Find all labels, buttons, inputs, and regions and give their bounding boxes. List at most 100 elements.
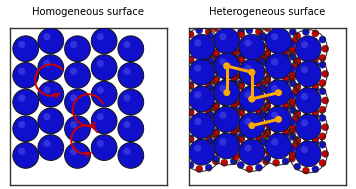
Circle shape (221, 159, 228, 166)
Circle shape (212, 129, 219, 136)
Circle shape (124, 94, 131, 101)
Circle shape (196, 166, 203, 173)
Circle shape (273, 106, 279, 113)
Circle shape (43, 113, 51, 120)
Circle shape (294, 110, 301, 117)
Circle shape (303, 167, 309, 174)
Circle shape (319, 61, 326, 68)
Circle shape (256, 133, 262, 140)
Circle shape (312, 108, 319, 115)
Circle shape (289, 72, 296, 79)
Circle shape (182, 144, 189, 151)
Circle shape (237, 53, 245, 60)
Circle shape (246, 132, 253, 139)
Circle shape (266, 28, 291, 54)
Circle shape (189, 59, 215, 85)
Circle shape (212, 50, 219, 57)
Circle shape (70, 68, 77, 75)
Circle shape (282, 101, 289, 107)
Circle shape (240, 89, 247, 96)
Circle shape (230, 101, 237, 107)
Circle shape (196, 105, 203, 112)
Circle shape (43, 87, 51, 94)
Circle shape (212, 76, 219, 83)
Circle shape (239, 86, 265, 112)
Circle shape (215, 122, 222, 129)
Circle shape (124, 41, 131, 48)
Circle shape (303, 140, 309, 147)
Circle shape (118, 89, 144, 115)
Circle shape (232, 91, 239, 98)
Circle shape (273, 99, 279, 106)
Circle shape (212, 102, 219, 109)
Circle shape (232, 154, 239, 160)
Circle shape (196, 79, 203, 86)
Circle shape (237, 108, 244, 115)
Circle shape (213, 86, 219, 93)
Circle shape (232, 39, 239, 46)
Circle shape (256, 107, 262, 114)
Circle shape (70, 148, 77, 155)
Circle shape (239, 139, 265, 165)
Circle shape (294, 138, 301, 145)
Circle shape (237, 57, 244, 64)
Circle shape (223, 63, 230, 69)
Circle shape (294, 111, 301, 118)
Circle shape (292, 89, 299, 96)
Circle shape (271, 138, 278, 146)
Circle shape (196, 132, 203, 139)
Circle shape (212, 50, 219, 57)
Circle shape (237, 135, 244, 142)
Circle shape (237, 83, 244, 90)
Circle shape (219, 85, 226, 92)
Circle shape (273, 159, 279, 166)
Circle shape (65, 143, 90, 168)
Circle shape (263, 78, 269, 85)
Circle shape (263, 53, 269, 60)
Circle shape (118, 143, 144, 168)
Circle shape (263, 60, 269, 67)
Circle shape (275, 89, 282, 96)
Circle shape (292, 143, 299, 149)
Circle shape (189, 34, 215, 60)
Circle shape (294, 33, 301, 39)
Circle shape (212, 103, 219, 110)
Circle shape (271, 33, 278, 40)
Circle shape (282, 127, 289, 134)
Circle shape (207, 84, 214, 91)
Circle shape (237, 125, 245, 132)
Circle shape (319, 36, 326, 43)
Circle shape (207, 58, 214, 65)
Circle shape (38, 135, 64, 160)
Circle shape (237, 28, 245, 35)
Circle shape (232, 144, 239, 151)
Circle shape (97, 113, 104, 120)
Circle shape (187, 83, 194, 90)
Circle shape (248, 69, 255, 76)
Circle shape (187, 56, 194, 63)
Circle shape (263, 158, 269, 165)
Circle shape (97, 140, 104, 147)
Circle shape (264, 76, 271, 83)
Circle shape (256, 59, 262, 66)
Circle shape (289, 107, 296, 114)
Circle shape (91, 55, 117, 81)
Circle shape (221, 106, 228, 113)
Circle shape (221, 21, 228, 28)
Circle shape (205, 138, 212, 144)
Circle shape (289, 28, 296, 35)
Circle shape (97, 33, 104, 40)
Circle shape (207, 42, 214, 49)
Circle shape (259, 138, 266, 145)
Circle shape (303, 87, 309, 94)
Circle shape (301, 93, 308, 100)
Circle shape (259, 33, 266, 40)
Circle shape (189, 86, 215, 112)
Circle shape (237, 31, 244, 38)
Circle shape (244, 91, 252, 98)
Circle shape (13, 63, 38, 88)
Circle shape (215, 44, 222, 51)
Circle shape (205, 111, 212, 118)
Circle shape (237, 72, 245, 79)
Circle shape (205, 107, 212, 114)
